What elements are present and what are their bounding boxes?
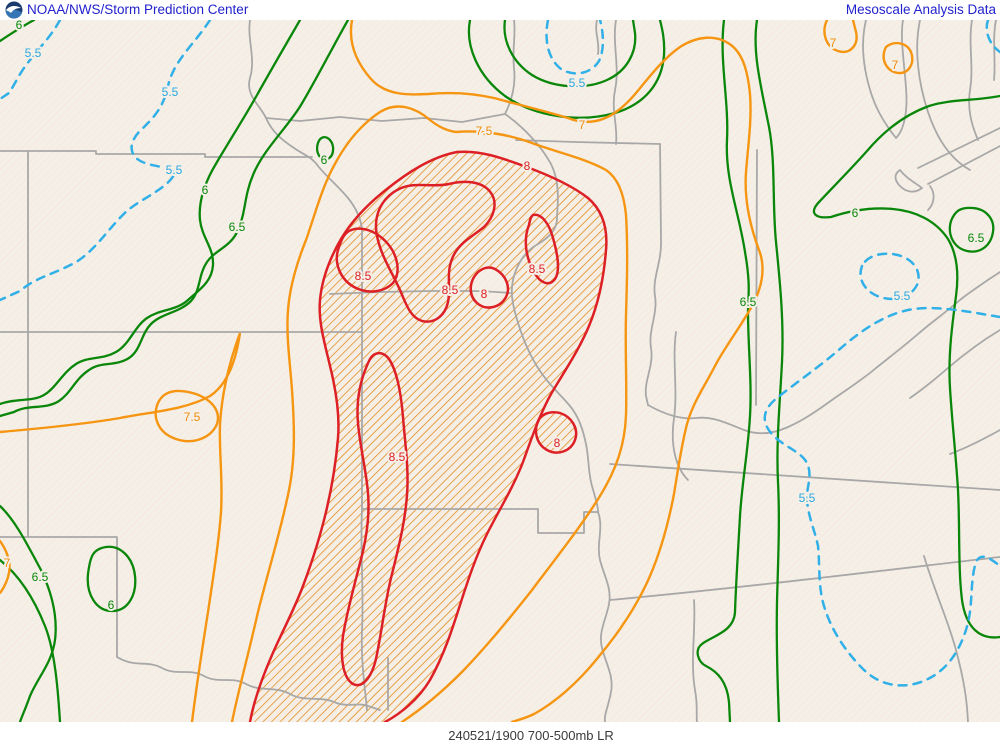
contour-label-6.5: 6.5 bbox=[968, 231, 985, 245]
map-caption: 240521/1900 700-500mb LR bbox=[448, 728, 614, 743]
contour-label-7.5: 7.5 bbox=[476, 124, 493, 138]
contour-label-5.5: 5.5 bbox=[166, 163, 183, 177]
contour-label-5.5: 5.5 bbox=[162, 85, 179, 99]
contour-labels: 5.55.55.55.55.55.5666666.56.56.56.57.57.… bbox=[2, 18, 987, 614]
contour-label-6.5: 6.5 bbox=[740, 295, 757, 309]
contour-label-8.5: 8.5 bbox=[529, 262, 546, 276]
contour-label-6.5: 6.5 bbox=[32, 570, 49, 584]
contour-label-7: 7 bbox=[4, 556, 11, 570]
contour-label-8: 8 bbox=[524, 159, 531, 173]
footer-bar: 240521/1900 700-500mb LR bbox=[0, 722, 1000, 750]
header-right-title: Mesoscale Analysis Data bbox=[845, 2, 996, 17]
contour-label-8.5: 8.5 bbox=[389, 450, 406, 464]
contour-label-5.5: 5.5 bbox=[25, 46, 42, 60]
contour-label-6: 6 bbox=[202, 183, 209, 197]
contours-cyan-5p5 bbox=[0, 20, 1000, 687]
contour-label-7: 7 bbox=[579, 118, 586, 132]
contours-orange-7-7p5 bbox=[0, 20, 914, 722]
contours-green-6-6p5 bbox=[0, 20, 1000, 722]
contour-label-8: 8 bbox=[554, 436, 561, 450]
contour-label-6: 6 bbox=[16, 18, 23, 32]
contour-label-5.5: 5.5 bbox=[569, 76, 586, 90]
contour-label-6: 6 bbox=[321, 153, 328, 167]
contour-label-7: 7 bbox=[892, 58, 899, 72]
contour-label-6.5: 6.5 bbox=[229, 220, 246, 234]
contour-label-8.5: 8.5 bbox=[442, 283, 459, 297]
state-borders bbox=[0, 20, 1000, 722]
contour-label-6: 6 bbox=[108, 598, 115, 612]
contour-label-8: 8 bbox=[481, 287, 488, 301]
contour-label-6: 6 bbox=[852, 206, 859, 220]
contour-label-7.5: 7.5 bbox=[184, 410, 201, 424]
contour-label-5.5: 5.5 bbox=[799, 491, 816, 505]
noaa-logo bbox=[5, 1, 23, 19]
header-left-title: NOAA/NWS/Storm Prediction Center bbox=[27, 2, 249, 17]
contour-label-7: 7 bbox=[830, 36, 837, 50]
header-bar: NOAA/NWS/Storm Prediction Center Mesosca… bbox=[0, 0, 1000, 20]
contour-label-5.5: 5.5 bbox=[894, 289, 911, 303]
contour-label-8.5: 8.5 bbox=[355, 269, 372, 283]
contours-red-8-8p5 bbox=[248, 150, 608, 722]
